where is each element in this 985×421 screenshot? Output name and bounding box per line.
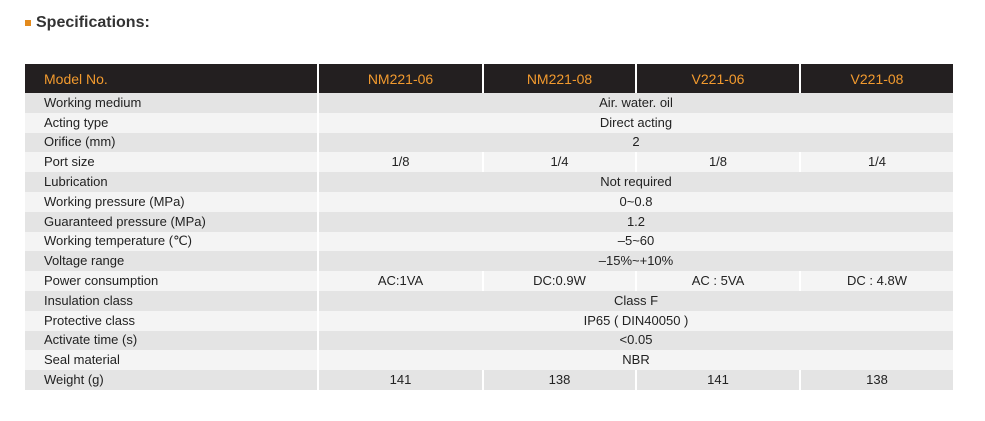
cell: DC : 4.8W <box>799 271 953 291</box>
cell: 1/4 <box>482 152 636 173</box>
row-label: Protective class <box>25 310 318 331</box>
cell: Class F <box>317 290 953 311</box>
header-cell: V221-08 <box>799 64 953 93</box>
row: Working pressure (MPa) 0~0.8 <box>25 191 953 212</box>
row: Insulation class Class F <box>25 290 953 311</box>
row: Working temperature (℃) –5~60 <box>25 231 953 252</box>
cell: Not required <box>317 172 953 192</box>
row-label: Guaranteed pressure (MPa) <box>25 211 318 232</box>
header-cell: NM221-08 <box>482 64 636 93</box>
header-row: Model No. NM221-06 NM221-08 V221-06 V221-08 <box>25 64 953 93</box>
header-cell: Model No. <box>25 64 318 93</box>
heading-text: Specifications: <box>36 14 150 31</box>
cell: 138 <box>482 370 636 390</box>
row: Activate time (s) <0.05 <box>25 330 953 351</box>
cell: 1/8 <box>317 152 483 173</box>
row-label: Working medium <box>25 93 318 113</box>
cell: AC:1VA <box>317 271 483 291</box>
cell: Direct acting <box>317 112 953 133</box>
cell: 2 <box>317 132 953 153</box>
cell: 1/4 <box>799 152 953 173</box>
row-label: Port size <box>25 152 318 173</box>
row-label: Power consumption <box>25 271 318 291</box>
cell: –15%~+10% <box>317 251 953 272</box>
cell: 141 <box>317 370 483 390</box>
row-label: Orifice (mm) <box>25 132 318 153</box>
row-label: Insulation class <box>25 290 318 311</box>
cell: Air. water. oil <box>317 93 953 113</box>
row: Orifice (mm) 2 <box>25 132 953 153</box>
bullet <box>25 19 31 26</box>
row: Lubrication Not required <box>25 172 953 192</box>
row: Port size 1/8 1/4 1/8 1/4 <box>25 152 953 173</box>
cell: 1.2 <box>317 211 953 232</box>
cell: 141 <box>635 370 800 390</box>
row: Weight (g) 141 138 141 138 <box>25 370 953 390</box>
cell: 1/8 <box>635 152 800 173</box>
row-label: Activate time (s) <box>25 330 318 351</box>
row-label: Lubrication <box>25 172 318 192</box>
heading: Specifications: <box>25 14 150 32</box>
row-label: Working pressure (MPa) <box>25 191 318 212</box>
cell: 0~0.8 <box>317 191 953 212</box>
row: Guaranteed pressure (MPa) 1.2 <box>25 211 953 232</box>
row-label: Seal material <box>25 350 318 371</box>
cell: NBR <box>317 350 953 371</box>
row-label: Working temperature (℃) <box>25 231 318 252</box>
row: Seal material NBR <box>25 350 953 371</box>
row-label: Acting type <box>25 112 318 133</box>
cell: IP65 ( DIN40050 ) <box>317 310 953 331</box>
cell: –5~60 <box>317 231 953 252</box>
cell: 138 <box>799 370 953 390</box>
header-cell: V221-06 <box>635 64 800 93</box>
cell: <0.05 <box>317 330 953 351</box>
spec-table: Model No. NM221-06 NM221-08 V221-06 V221-08 … <box>25 64 953 390</box>
row: Power consumption AC:1VA DC:0.9W AC : 5VA DC… <box>25 271 953 291</box>
header-cell: NM221-06 <box>317 64 483 93</box>
row: Voltage range –15%~+10% <box>25 251 953 272</box>
row-label: Weight (g) <box>25 370 318 390</box>
cell: DC:0.9W <box>482 271 636 291</box>
row-label: Voltage range <box>25 251 318 272</box>
row: Working medium Air. water. oil <box>25 93 953 113</box>
cell: AC : 5VA <box>635 271 800 291</box>
row: Acting type Direct acting <box>25 112 953 133</box>
row: Protective class IP65 ( DIN40050 ) <box>25 310 953 331</box>
